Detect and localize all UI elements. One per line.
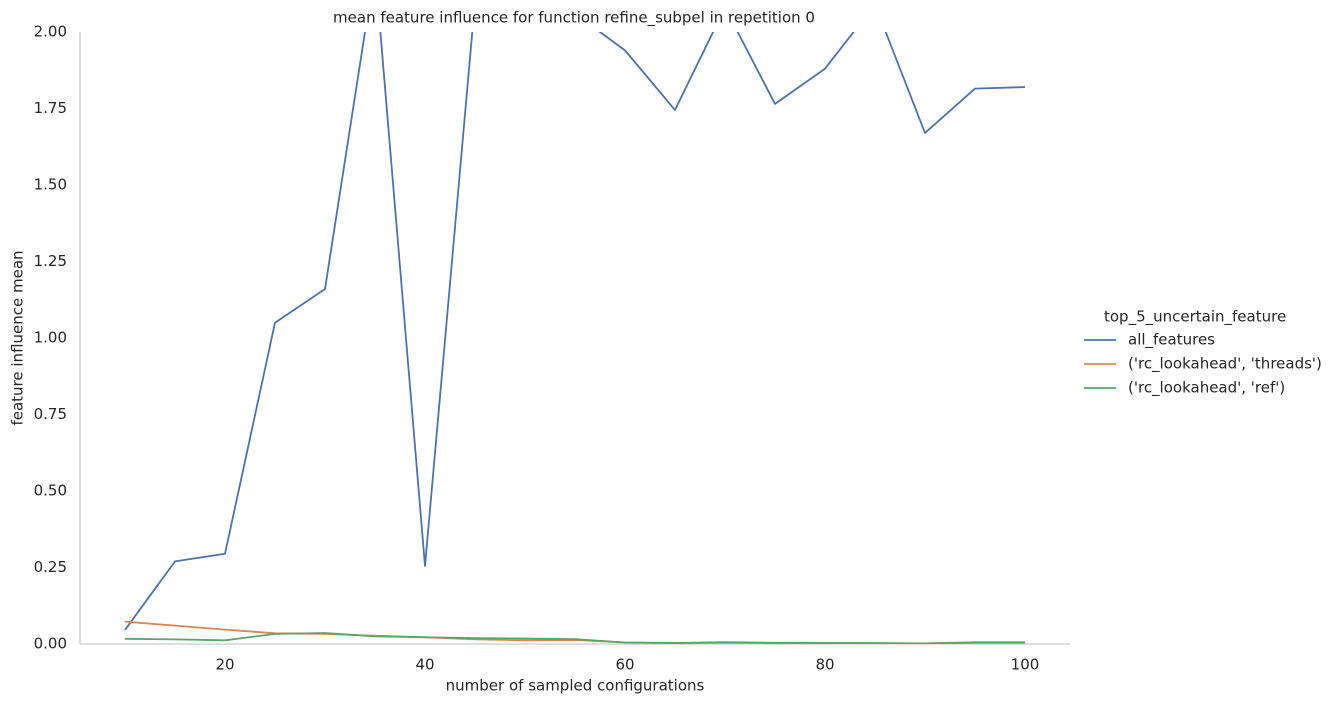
line-series xyxy=(124,632,1025,644)
y-tick-label: 1.50 xyxy=(34,176,67,194)
legend-title: top_5_uncertain_feature xyxy=(1104,308,1286,327)
y-tick-label: 0.00 xyxy=(34,635,67,653)
legend-label: ('rc_lookahead', 'threads') xyxy=(1128,355,1322,374)
y-tick-label: 1.75 xyxy=(34,99,67,117)
x-axis-label: number of sampled configurations xyxy=(446,677,705,695)
x-tick-label: 20 xyxy=(215,656,234,674)
y-tick-label: 0.75 xyxy=(34,405,67,423)
y-axis-label: feature influence mean xyxy=(9,250,27,425)
x-tick-label: 80 xyxy=(815,656,834,674)
chart-title: mean feature influence for function refi… xyxy=(333,9,815,28)
y-tick-label: 0.50 xyxy=(34,482,67,500)
y-tick-label: 1.25 xyxy=(34,252,67,270)
y-tick-label: 2.00 xyxy=(34,23,67,41)
legend-label: all_features xyxy=(1128,331,1215,350)
plot-area xyxy=(124,32,1026,644)
line-series xyxy=(124,32,1026,631)
x-tick-label: 40 xyxy=(415,656,434,674)
legend-label: ('rc_lookahead', 'ref') xyxy=(1128,379,1285,398)
line-series xyxy=(124,620,1025,644)
x-tick-label: 100 xyxy=(1011,656,1040,674)
y-tick-label: 0.25 xyxy=(34,558,67,576)
y-tick-label: 1.00 xyxy=(34,329,67,347)
x-tick-label: 60 xyxy=(615,656,634,674)
